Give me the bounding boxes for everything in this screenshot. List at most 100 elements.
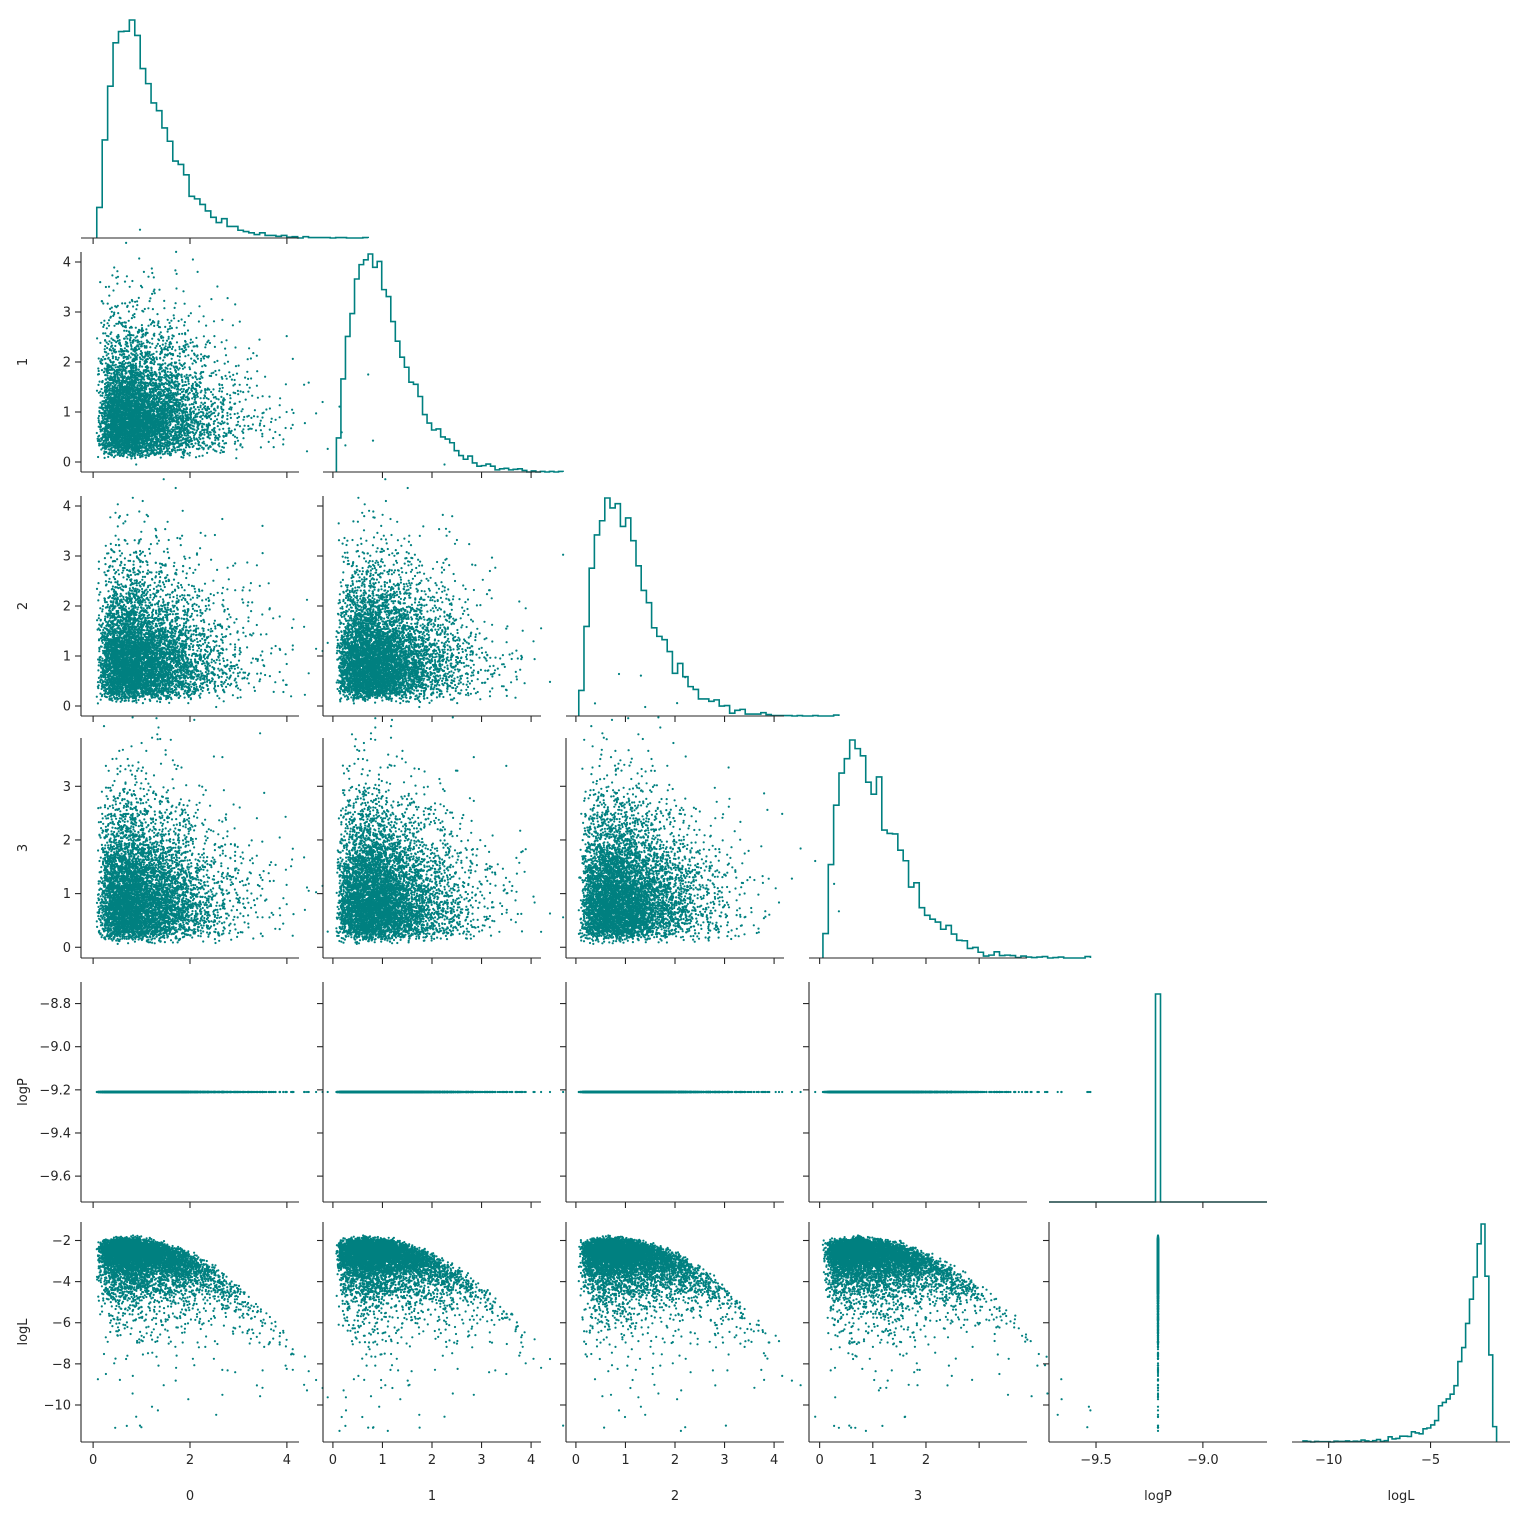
scatter-point (282, 443, 284, 445)
scatter-point (250, 417, 252, 419)
scatter-point (176, 341, 178, 343)
scatter-point (218, 398, 220, 400)
scatter-point (255, 429, 257, 431)
scatter-point (198, 305, 200, 307)
scatter-point (216, 360, 218, 362)
scatter-point (285, 383, 287, 385)
scatter-point (151, 343, 153, 345)
scatter-point (202, 403, 204, 405)
scatter-point (193, 353, 195, 355)
scatter-point (147, 325, 149, 327)
scatter-point (171, 327, 173, 329)
scatter-point (261, 433, 263, 435)
scatter-point (250, 377, 252, 379)
scatter-point (279, 434, 281, 436)
scatter-point (118, 350, 120, 352)
scatter-point (98, 415, 100, 417)
scatter-point (234, 379, 236, 381)
scatter-point (286, 411, 288, 413)
hist-panel-0 (81, 20, 368, 244)
scatter-point (210, 400, 212, 402)
scatter-point (104, 358, 106, 360)
scatter-point (256, 385, 258, 387)
scatter-point (108, 340, 110, 342)
scatter-point (171, 348, 173, 350)
scatter-point (141, 310, 143, 312)
scatter-point (115, 366, 117, 368)
scatter-point (143, 271, 145, 273)
scatter-point (138, 297, 140, 299)
scatter-point (97, 367, 99, 369)
scatter-point (215, 374, 217, 376)
scatter-point (104, 348, 106, 350)
scatter-point (214, 415, 216, 417)
scatter-point (130, 356, 132, 358)
scatter-point (247, 425, 249, 427)
scatter-point (103, 320, 105, 322)
scatter-point (244, 425, 246, 427)
scatter-point (171, 337, 173, 339)
scatter-point (205, 343, 207, 345)
scatter-point (226, 393, 228, 395)
scatter-point (184, 366, 186, 368)
scatter-point (200, 358, 202, 360)
scatter-point (140, 341, 142, 343)
scatter-point (104, 332, 106, 334)
scatter-point (102, 332, 104, 334)
scatter-point (147, 276, 149, 278)
scatter-point (229, 401, 231, 403)
scatter-point (258, 339, 260, 341)
scatter-point (182, 290, 184, 292)
scatter-point (174, 307, 176, 309)
scatter-point (108, 325, 110, 327)
scatter-point (110, 342, 112, 344)
scatter-point (175, 251, 177, 253)
scatter-point (144, 308, 146, 310)
scatter-point (237, 440, 239, 442)
scatter-point (179, 393, 181, 395)
scatter-point (242, 437, 244, 439)
scatter-point (138, 343, 140, 345)
scatter-point (168, 322, 170, 324)
scatter-point (189, 436, 191, 438)
histogram-0 (97, 20, 368, 238)
scatter-point (224, 348, 226, 350)
scatter-point (160, 331, 162, 333)
scatter-point (250, 357, 252, 359)
scatter-point (115, 356, 117, 358)
scatter-point (210, 434, 212, 436)
scatter-point (218, 412, 220, 414)
scatter-point (179, 348, 181, 350)
scatter-point (221, 390, 223, 392)
scatter-point (304, 422, 306, 424)
scatter-point (179, 356, 181, 358)
points-1-vs-0 (96, 229, 370, 460)
scatter-point (292, 412, 294, 414)
scatter-point (243, 416, 245, 418)
scatter-point (195, 337, 197, 339)
scatter-point (232, 374, 234, 376)
scatter-point (108, 319, 110, 321)
scatter-point (107, 353, 109, 355)
scatter-point (257, 416, 259, 418)
scatter-point (164, 326, 166, 328)
scatter-point (221, 411, 223, 413)
scatter-point (274, 431, 276, 433)
scatter-point (262, 395, 264, 397)
scatter-point (111, 274, 113, 276)
scatter-point (256, 370, 258, 372)
scatter-point (149, 346, 151, 348)
scatter-point (193, 406, 195, 408)
scatter-point (203, 431, 205, 433)
scatter-point (214, 370, 216, 372)
scatter-point (239, 425, 241, 427)
scatter-point (178, 320, 180, 322)
scatter-point (151, 338, 153, 340)
scatter-point (327, 448, 329, 450)
scatter-point (142, 359, 144, 361)
scatter-point (157, 324, 159, 326)
scatter-point (184, 399, 186, 401)
scatter-point (158, 289, 160, 291)
